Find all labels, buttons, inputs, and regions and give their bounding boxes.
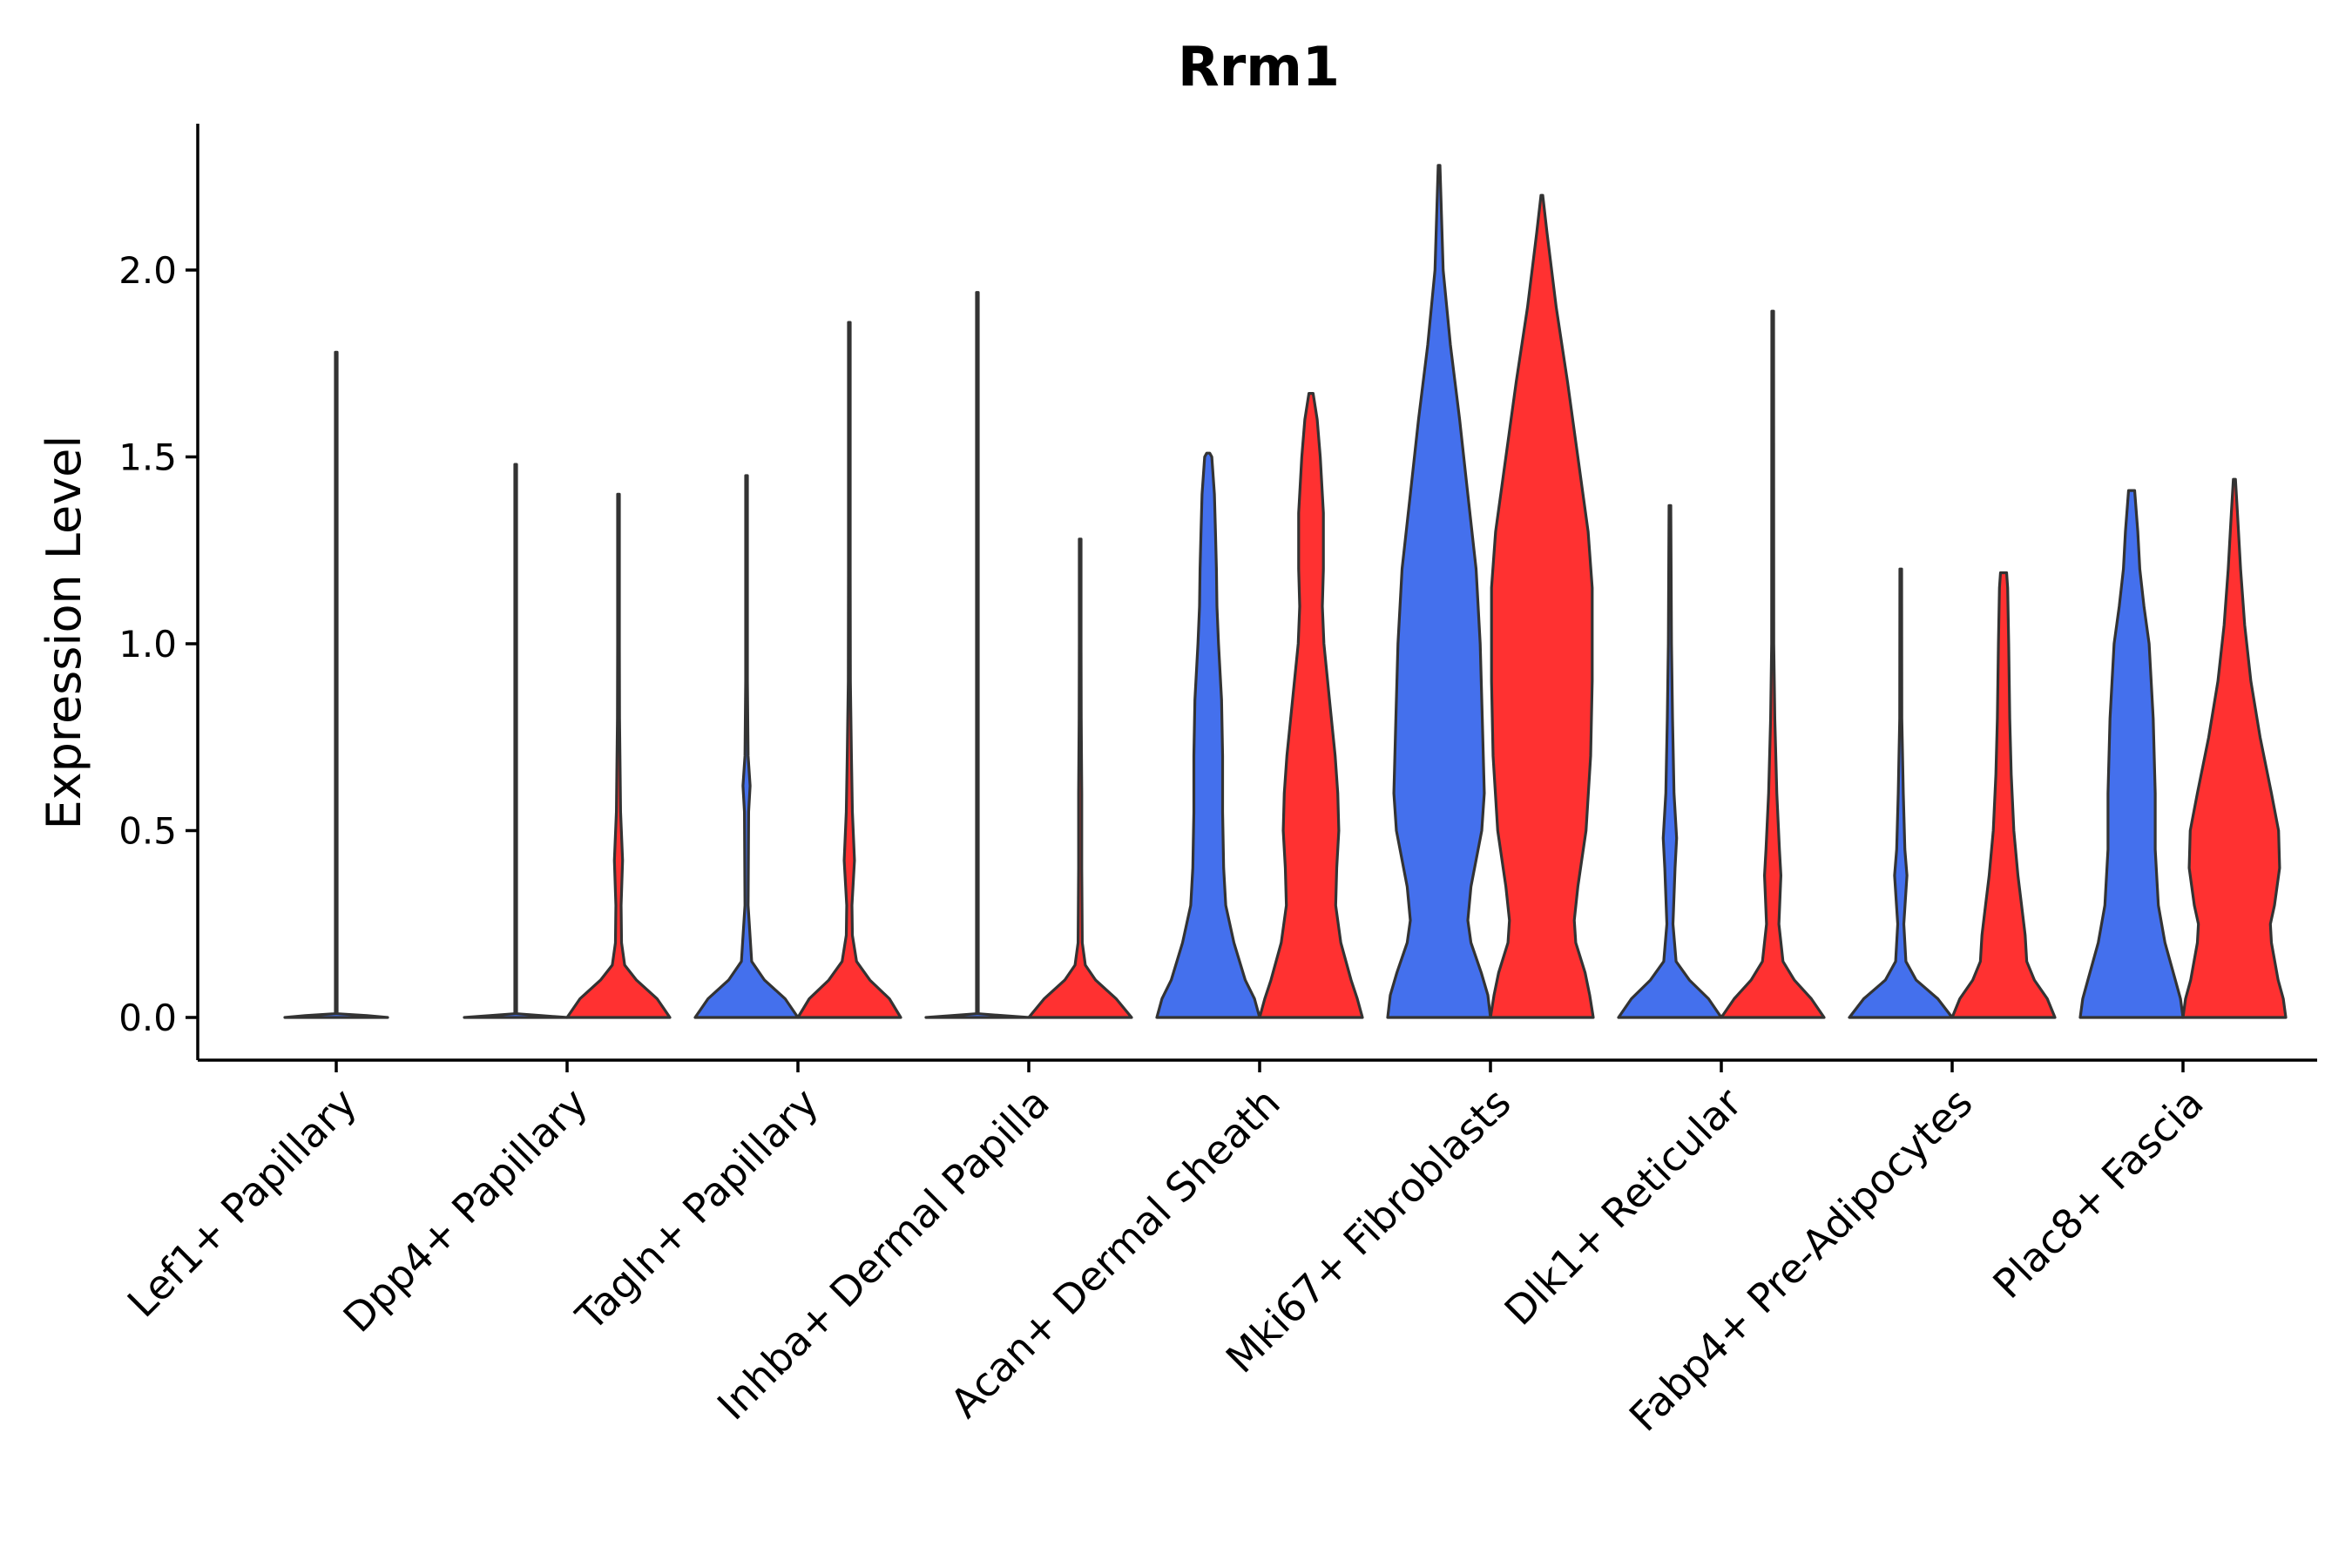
violin-group1 xyxy=(1617,504,1723,1019)
violin-group2 xyxy=(1720,309,1826,1019)
x-category-label: Tagln+ Papillary xyxy=(566,1079,828,1341)
violin-group1 xyxy=(2078,489,2185,1019)
violin-group1 xyxy=(283,350,389,1019)
y-tick-label: 0.5 xyxy=(118,810,177,853)
violin-group1 xyxy=(924,291,1031,1019)
y-axis-label: Expression Level xyxy=(37,436,91,830)
chart-title: Rrm1 xyxy=(1178,35,1340,98)
violin-group2 xyxy=(565,492,672,1019)
violin-group2 xyxy=(1027,537,1133,1019)
violin-group2 xyxy=(1258,392,1364,1019)
violin-group2 xyxy=(1950,571,2057,1019)
violin-group1 xyxy=(1155,451,1261,1019)
violin-group xyxy=(283,164,2288,1019)
y-tick-label: 2.0 xyxy=(118,249,177,292)
violin-group1 xyxy=(1386,164,1492,1019)
y-tick-label: 1.5 xyxy=(118,436,177,479)
violin-group1 xyxy=(1848,567,1954,1019)
x-category-label: Dlk1+ Reticular xyxy=(1496,1079,1751,1335)
violin-group1 xyxy=(693,474,800,1019)
violin-group1 xyxy=(463,463,569,1019)
violin-group2 xyxy=(796,321,902,1019)
violin-group2 xyxy=(2181,477,2288,1019)
x-category-label: Plac8+ Fascia xyxy=(1984,1079,2212,1308)
x-category-label: Lef1+ Papillary xyxy=(118,1079,366,1327)
violin-group2 xyxy=(1489,193,1595,1019)
y-ticks: 0.0 0.5 1.0 1.5 2.0 xyxy=(118,249,198,1039)
y-tick-label: 0.0 xyxy=(118,997,177,1039)
y-tick-label: 1.0 xyxy=(118,623,177,666)
x-category-label: Dpp4+ Papillary xyxy=(335,1079,597,1342)
